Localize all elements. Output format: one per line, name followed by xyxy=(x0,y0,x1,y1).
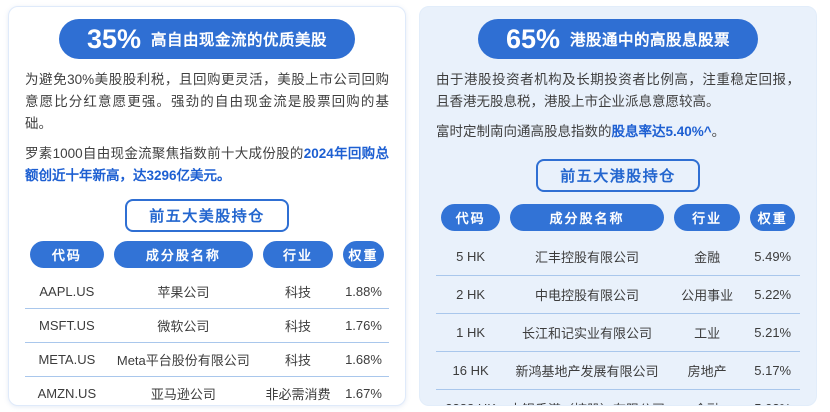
us-holdings-table: 代码 成分股名称 行业 权重 AAPL.US 苹果公司 科技 1.88% MSF… xyxy=(25,240,389,405)
cell-industry: 房地产 xyxy=(668,351,746,390)
cell-weight: 1.88% xyxy=(338,274,389,309)
hk-paragraph-2-tail: 。 xyxy=(711,124,726,140)
table-row: 5 HK 汇丰控股有限公司 金融 5.49% xyxy=(436,237,800,276)
table-row: META.US Meta平台股份有限公司 科技 1.68% xyxy=(25,342,389,377)
table-row: 1 HK 长江和记实业有限公司 工业 5.21% xyxy=(436,313,800,352)
hk-paragraph-1: 由于港股投资者机构及长期投资者比例高，注重稳定回报，且香港无股息税，港股上市企业… xyxy=(436,72,800,110)
table-row: MSFT.US 微软公司 科技 1.76% xyxy=(25,308,389,343)
cell-weight: 5.49% xyxy=(745,237,800,276)
cell-weight: 5.03% xyxy=(745,389,800,405)
cell-name: 亚马逊公司 xyxy=(108,376,258,405)
cell-name: 微软公司 xyxy=(108,308,258,343)
hk-holdings-table: 代码 成分股名称 行业 权重 5 HK 汇丰控股有限公司 金融 5.49% 2 … xyxy=(436,203,800,405)
cell-weight: 5.17% xyxy=(745,351,800,390)
cell-code: 5 HK xyxy=(436,237,506,276)
cell-code: 16 HK xyxy=(436,351,506,390)
us-buyback-highlight: 2024年回购总额创近十年新高，达3296亿美元。 xyxy=(25,145,389,183)
cell-industry: 科技 xyxy=(257,274,339,309)
cell-name: 苹果公司 xyxy=(108,274,258,309)
table-row: 16 HK 新鸿基地产发展有限公司 房地产 5.17% xyxy=(436,351,800,390)
cell-code: AMZN.US xyxy=(25,376,109,405)
cell-weight: 5.21% xyxy=(745,313,800,352)
table-header-row: 代码 成分股名称 行业 权重 xyxy=(25,240,389,275)
cell-name: 长江和记实业有限公司 xyxy=(505,313,669,352)
table-row: AAPL.US 苹果公司 科技 1.88% xyxy=(25,274,389,309)
cell-weight: 1.76% xyxy=(338,308,389,343)
cell-industry: 工业 xyxy=(668,313,746,352)
us-panel-title: 高自由现金流的优质美股 xyxy=(151,32,328,50)
cell-weight: 1.67% xyxy=(338,376,389,405)
header-industry: 行业 xyxy=(262,240,334,268)
us-panel-badge: 35% 高自由现金流的优质美股 xyxy=(58,19,356,60)
hk-panel-badge: 65% 港股通中的高股息股票 xyxy=(477,19,759,60)
header-name: 成分股名称 xyxy=(510,203,664,231)
hk-panel-title: 港股通中的高股息股票 xyxy=(570,32,731,50)
cell-industry: 科技 xyxy=(257,342,339,377)
cell-weight: 5.22% xyxy=(745,275,800,314)
header-industry: 行业 xyxy=(673,203,741,231)
cell-name: 中电控股有限公司 xyxy=(505,275,669,314)
header-name: 成分股名称 xyxy=(113,240,253,268)
cell-industry: 金融 xyxy=(668,237,746,276)
cell-name: Meta平台股份有限公司 xyxy=(108,342,258,377)
cell-code: 2 HK xyxy=(436,275,506,314)
us-paragraph-1: 为避免30%美股股利税，且回购更灵活，美股上市公司回购意愿比分红意愿更强。强劲的… xyxy=(25,72,389,132)
table-row: 2 HK 中电控股有限公司 公用事业 5.22% xyxy=(436,275,800,314)
header-code: 代码 xyxy=(30,240,104,268)
hk-paragraph-2-lead: 富时定制南向通高股息指数的 xyxy=(436,124,612,140)
us-section-title-wrap: 前五大美股持仓 xyxy=(25,198,389,232)
cell-code: AAPL.US xyxy=(25,274,109,309)
hk-stocks-panel: 65% 港股通中的高股息股票 由于港股投资者机构及长期投资者比例高，注重稳定回报… xyxy=(419,6,817,406)
cell-industry: 公用事业 xyxy=(668,275,746,314)
us-holdings-section-title: 前五大美股持仓 xyxy=(125,198,289,232)
cell-code: MSFT.US xyxy=(25,308,109,343)
hk-section-title-wrap: 前五大港股持仓 xyxy=(436,158,800,192)
table-row: 2388 HK 中银香港（控股）有限公司 金融 5.03% xyxy=(436,389,800,405)
cell-code: 2388 HK xyxy=(436,389,506,405)
us-stocks-panel: 35% 高自由现金流的优质美股 为避免30%美股股利税，且回购更灵活，美股上市公… xyxy=(8,6,406,406)
cell-weight: 1.68% xyxy=(338,342,389,377)
header-weight: 权重 xyxy=(343,240,384,268)
hk-paragraph-2: 富时定制南向通高股息指数的股息率达5.40%^。 xyxy=(436,121,800,143)
us-paragraph-2: 罗素1000自由现金流聚焦指数前十大成份股的2024年回购总额创近十年新高，达3… xyxy=(25,143,389,187)
cell-name: 中银香港（控股）有限公司 xyxy=(505,389,669,405)
hk-yield-highlight: 股息率达5.40%^ xyxy=(611,124,712,140)
header-weight: 权重 xyxy=(750,203,795,231)
us-paragraph-2-lead: 罗素1000自由现金流聚焦指数前十大成份股的 xyxy=(25,145,304,161)
cell-industry: 科技 xyxy=(257,308,339,343)
hk-holdings-section-title: 前五大港股持仓 xyxy=(536,158,700,192)
us-allocation-percent: 35% xyxy=(86,24,142,54)
hk-allocation-percent: 65% xyxy=(505,24,561,54)
cell-name: 新鸿基地产发展有限公司 xyxy=(505,351,669,390)
cell-industry: 非必需消费 xyxy=(257,376,339,405)
cell-code: META.US xyxy=(25,342,109,377)
header-code: 代码 xyxy=(441,203,501,231)
table-row: AMZN.US 亚马逊公司 非必需消费 1.67% xyxy=(25,376,389,405)
table-header-row: 代码 成分股名称 行业 权重 xyxy=(436,203,800,238)
cell-industry: 金融 xyxy=(668,389,746,405)
cell-name: 汇丰控股有限公司 xyxy=(505,237,669,276)
cell-code: 1 HK xyxy=(436,313,506,352)
